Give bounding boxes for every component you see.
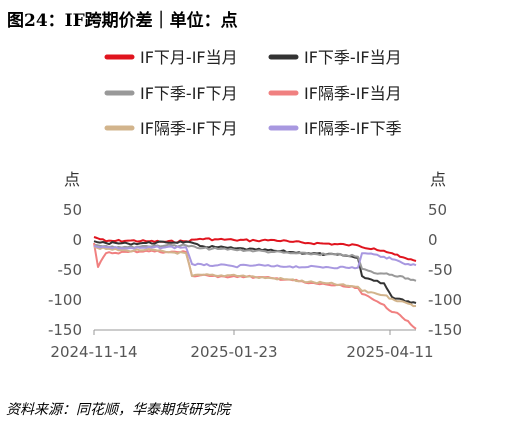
- axes: 点 点 50 50 0 0 -50 -50 -100 -100 -150 -150 2024-11-14…: [48, 170, 462, 361]
- series-line: [93, 245, 417, 270]
- legend-label: IF隔季-IF下月: [140, 119, 238, 138]
- page-title: 图24：IF跨期价差｜单位：点: [7, 11, 238, 31]
- y-tick-label-left: -100: [48, 291, 82, 309]
- y-tick-label-right: -50: [428, 261, 453, 279]
- legend-label: IF下季-IF当月: [304, 48, 402, 67]
- y-tick-label-right: 50: [428, 201, 447, 219]
- x-tick-label: 2025-01-23: [190, 343, 277, 361]
- series-line: [93, 240, 417, 304]
- left-axis-unit: 点: [64, 170, 80, 189]
- x-tick-label: 2024-11-14: [50, 343, 137, 361]
- legend-label: IF下季-IF下月: [140, 84, 238, 103]
- y-tick-label-left: -50: [58, 261, 83, 279]
- legend: IF下月-IF当月 IF下季-IF当月 IF下季-IF下月 IF隔季-IF当月 IF隔季…: [104, 48, 402, 138]
- series-line: [93, 242, 417, 330]
- legend-label: IF下月-IF当月: [140, 48, 238, 67]
- y-tick-label-left: 50: [63, 201, 82, 219]
- right-axis-unit: 点: [430, 170, 446, 189]
- y-tick-label-right: -100: [428, 291, 462, 309]
- legend-label: IF隔季-IF下季: [304, 119, 402, 138]
- source-note: 资料来源：同花顺，华泰期货研究院: [6, 402, 230, 418]
- series-lines: [93, 236, 417, 330]
- y-tick-label-right: -150: [428, 321, 462, 339]
- legend-label: IF隔季-IF当月: [304, 84, 402, 103]
- y-tick-label-right: 0: [428, 231, 438, 249]
- x-tick-label: 2025-04-11: [346, 343, 433, 361]
- y-tick-label-left: 0: [72, 231, 82, 249]
- series-line: [93, 246, 417, 308]
- y-tick-label-left: -150: [48, 321, 82, 339]
